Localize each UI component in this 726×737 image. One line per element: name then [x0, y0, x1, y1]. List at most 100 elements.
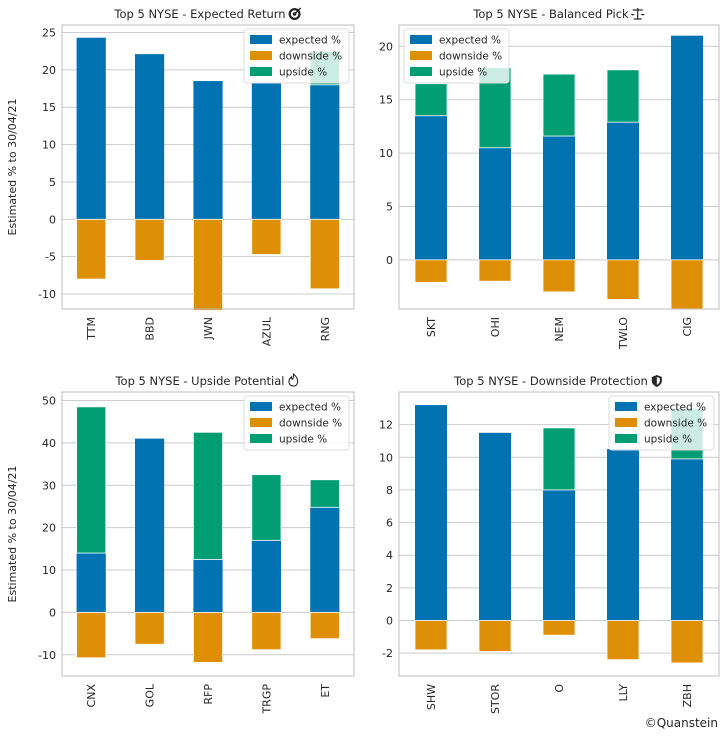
bar-upside-skt [414, 83, 448, 117]
legend-label: upside % [279, 67, 327, 79]
bar-downside-gol [134, 612, 165, 645]
y-tick-label: 0 [49, 606, 56, 619]
x-tick-label: RFP [202, 684, 215, 705]
legend-label: expected % [644, 402, 706, 414]
y-tick-label: 8 [386, 484, 393, 497]
plot-frame [398, 391, 720, 677]
bar-expected-cnx [76, 553, 106, 613]
y-tick-label: 20 [42, 64, 56, 77]
bar-downside-ttm [76, 218, 107, 280]
legend-swatch [250, 35, 272, 44]
legend: expected % downside % upside % [243, 28, 350, 84]
x-tick-label: GOL [144, 683, 157, 707]
legend-label: upside % [439, 67, 487, 79]
legend-swatch [250, 402, 272, 411]
y-tick-label: 25 [42, 26, 56, 39]
bar-upside-cnx [76, 406, 107, 554]
legend-swatch [410, 35, 432, 44]
bar-expected-rng [310, 84, 340, 220]
x-tick-label: ZBH [681, 684, 694, 707]
legend-label: downside % [439, 51, 502, 63]
y-tick-label: 10 [42, 564, 56, 577]
y-tick-label: 0 [386, 254, 393, 267]
x-tick-label: LLY [617, 684, 630, 702]
plot-frame [398, 24, 720, 310]
x-tick-label: TRGP [260, 684, 273, 715]
bar-upside-et [309, 479, 340, 508]
bar-downside-twlo [606, 259, 640, 300]
bar-expected-rfp [193, 559, 223, 613]
bar-expected-lly [607, 449, 639, 621]
plot-frame [61, 391, 355, 677]
credit-text: ©Quanstein [645, 716, 718, 730]
y-tick-label: 10 [379, 147, 393, 160]
chart-title: Top 5 NYSE - Expected Return [113, 7, 285, 21]
bar-downside-trgp [251, 612, 282, 651]
y-tick-label: 5 [386, 201, 393, 214]
y-tick-label: 30 [42, 479, 56, 492]
legend-swatch [250, 434, 272, 443]
legend-swatch [615, 418, 637, 427]
x-tick-label: OHI [489, 317, 502, 337]
bar-expected-bbd [135, 54, 165, 220]
y-tick-label: 0 [49, 213, 56, 226]
chart-panel-2: 0 5 10 15 20 SKT OHI NEM TWLO CIG Top 5 NYSE - Bal… [379, 7, 720, 350]
legend-label: downside % [279, 418, 342, 430]
bar-expected-gol [135, 438, 165, 613]
y-tick-label: 40 [42, 437, 56, 450]
bar-expected-o [543, 489, 575, 621]
y-tick-label: 10 [42, 139, 56, 152]
legend: expected % downside % upside % [243, 395, 350, 451]
legend-label: downside % [279, 51, 342, 63]
y-tick-label: 12 [379, 419, 393, 432]
chart-panel-4: -2 0 2 4 6 8 10 12 SHW STOR O LLY ZBH Top 5 NYSE - Do… [379, 374, 720, 714]
y-axis-label: Estimated % to 30/04/21 [6, 99, 19, 236]
x-tick-label: AZUL [260, 316, 273, 346]
bar-upside-trgp [251, 474, 282, 541]
bar-downside-o [542, 620, 576, 636]
bar-expected-twlo [607, 122, 639, 260]
y-tick-label: 20 [379, 40, 393, 53]
bar-expected-ohi [479, 147, 511, 260]
x-tick-label: SKT [425, 317, 438, 337]
bar-expected-ttm [76, 37, 106, 220]
x-tick-label: CIG [681, 317, 694, 336]
y-tick-label: -10 [38, 649, 56, 662]
bar-expected-nem [543, 136, 575, 260]
bar-expected-shw [415, 405, 447, 621]
y-tick-label: 2 [386, 582, 393, 595]
legend-swatch [410, 67, 432, 76]
bar-expected-stor [479, 432, 511, 621]
legend-label: downside % [644, 418, 707, 430]
bar-downside-cnx [76, 612, 107, 659]
y-tick-label: 20 [42, 522, 56, 535]
legend-label: upside % [644, 434, 692, 446]
bar-downside-shw [414, 620, 448, 651]
y-tick-label: 15 [379, 94, 393, 107]
flame-icon [288, 372, 299, 387]
bar-expected-skt [415, 115, 447, 260]
y-tick-label: 6 [386, 517, 393, 530]
legend-swatch [615, 434, 637, 443]
x-tick-label: TTM [85, 317, 98, 341]
x-tick-label: STOR [489, 684, 502, 714]
legend: expected % downside % upside % [403, 28, 510, 84]
bar-downside-jwn [192, 218, 223, 311]
x-tick-label: JWN [202, 317, 215, 340]
legend-swatch [250, 418, 272, 427]
legend-swatch [410, 51, 432, 60]
y-tick-label: 4 [386, 549, 393, 562]
scales-icon [630, 8, 645, 20]
bar-downside-rfp [192, 612, 223, 663]
legend-swatch [250, 51, 272, 60]
x-tick-label: SHW [425, 684, 438, 710]
x-tick-label: NEM [553, 317, 566, 342]
legend: expected % downside % upside % [608, 395, 715, 451]
bar-downside-bbd [134, 218, 165, 261]
y-tick-label: -5 [45, 251, 56, 264]
y-tick-label: -2 [382, 647, 393, 660]
legend-swatch [615, 402, 637, 411]
bar-expected-azul [251, 83, 281, 220]
x-tick-label: RNG [319, 317, 332, 341]
